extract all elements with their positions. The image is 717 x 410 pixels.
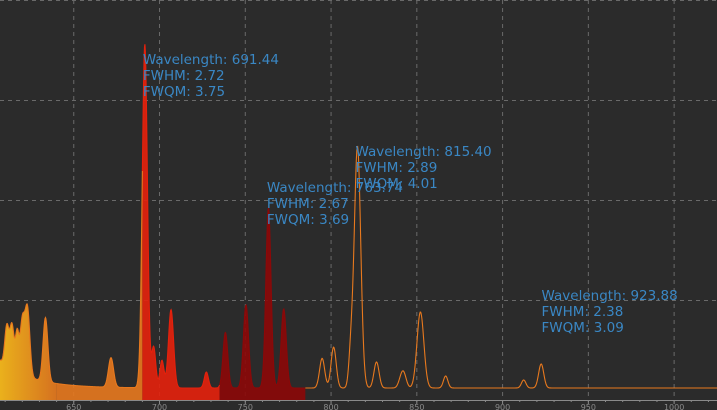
x-tick-label: 1000 bbox=[664, 403, 684, 410]
series-region-orange-line bbox=[56, 171, 143, 389]
spectrum-fills bbox=[0, 44, 306, 401]
series-region-red-line bbox=[141, 44, 221, 389]
annotation-wavelength: Wavelength: 691.44 bbox=[143, 52, 279, 68]
spectrum-series bbox=[0, 43, 717, 389]
series-region-darkred-line bbox=[219, 207, 306, 389]
x-tick-label: 750 bbox=[238, 403, 253, 410]
x-tick-label: 700 bbox=[152, 403, 167, 410]
x-tick-label: 850 bbox=[409, 403, 424, 410]
x-tick-label: 900 bbox=[495, 403, 510, 410]
annotation-wavelength: Wavelength: 923.88 bbox=[542, 288, 678, 304]
x-tick-label: 950 bbox=[581, 403, 596, 410]
grid-lines bbox=[0, 0, 717, 400]
series-region-red-fill bbox=[142, 44, 220, 401]
series-region-infrared-line bbox=[305, 145, 717, 389]
series-region-darkred-fill bbox=[219, 208, 306, 400]
annotation-fwqm: FWQM: 3.09 bbox=[542, 320, 624, 336]
annotation-fwhm: FWHM: 2.67 bbox=[267, 196, 349, 212]
annotation-fwqm: FWQM: 4.01 bbox=[355, 176, 437, 192]
annotation-fwqm: FWQM: 3.69 bbox=[267, 212, 349, 228]
series-region-yellow-fill bbox=[0, 303, 57, 400]
x-tick-label: 650 bbox=[66, 403, 81, 410]
x-axis: 650 700 750 800 850 900 950 1000 bbox=[0, 400, 717, 410]
annotation-fwqm: FWQM: 3.75 bbox=[143, 84, 225, 100]
x-tick-label: 800 bbox=[323, 403, 338, 410]
annotation-wavelength: Wavelength: 763.74 bbox=[267, 180, 403, 196]
annotation-fwhm: FWHM: 2.72 bbox=[143, 68, 225, 84]
annotation-wavelength: Wavelength: 815.40 bbox=[355, 144, 491, 160]
annotation-fwhm: FWHM: 2.38 bbox=[542, 304, 624, 320]
series-region-yellow-line bbox=[0, 302, 57, 385]
annotation-fwhm: FWHM: 2.89 bbox=[355, 160, 437, 176]
